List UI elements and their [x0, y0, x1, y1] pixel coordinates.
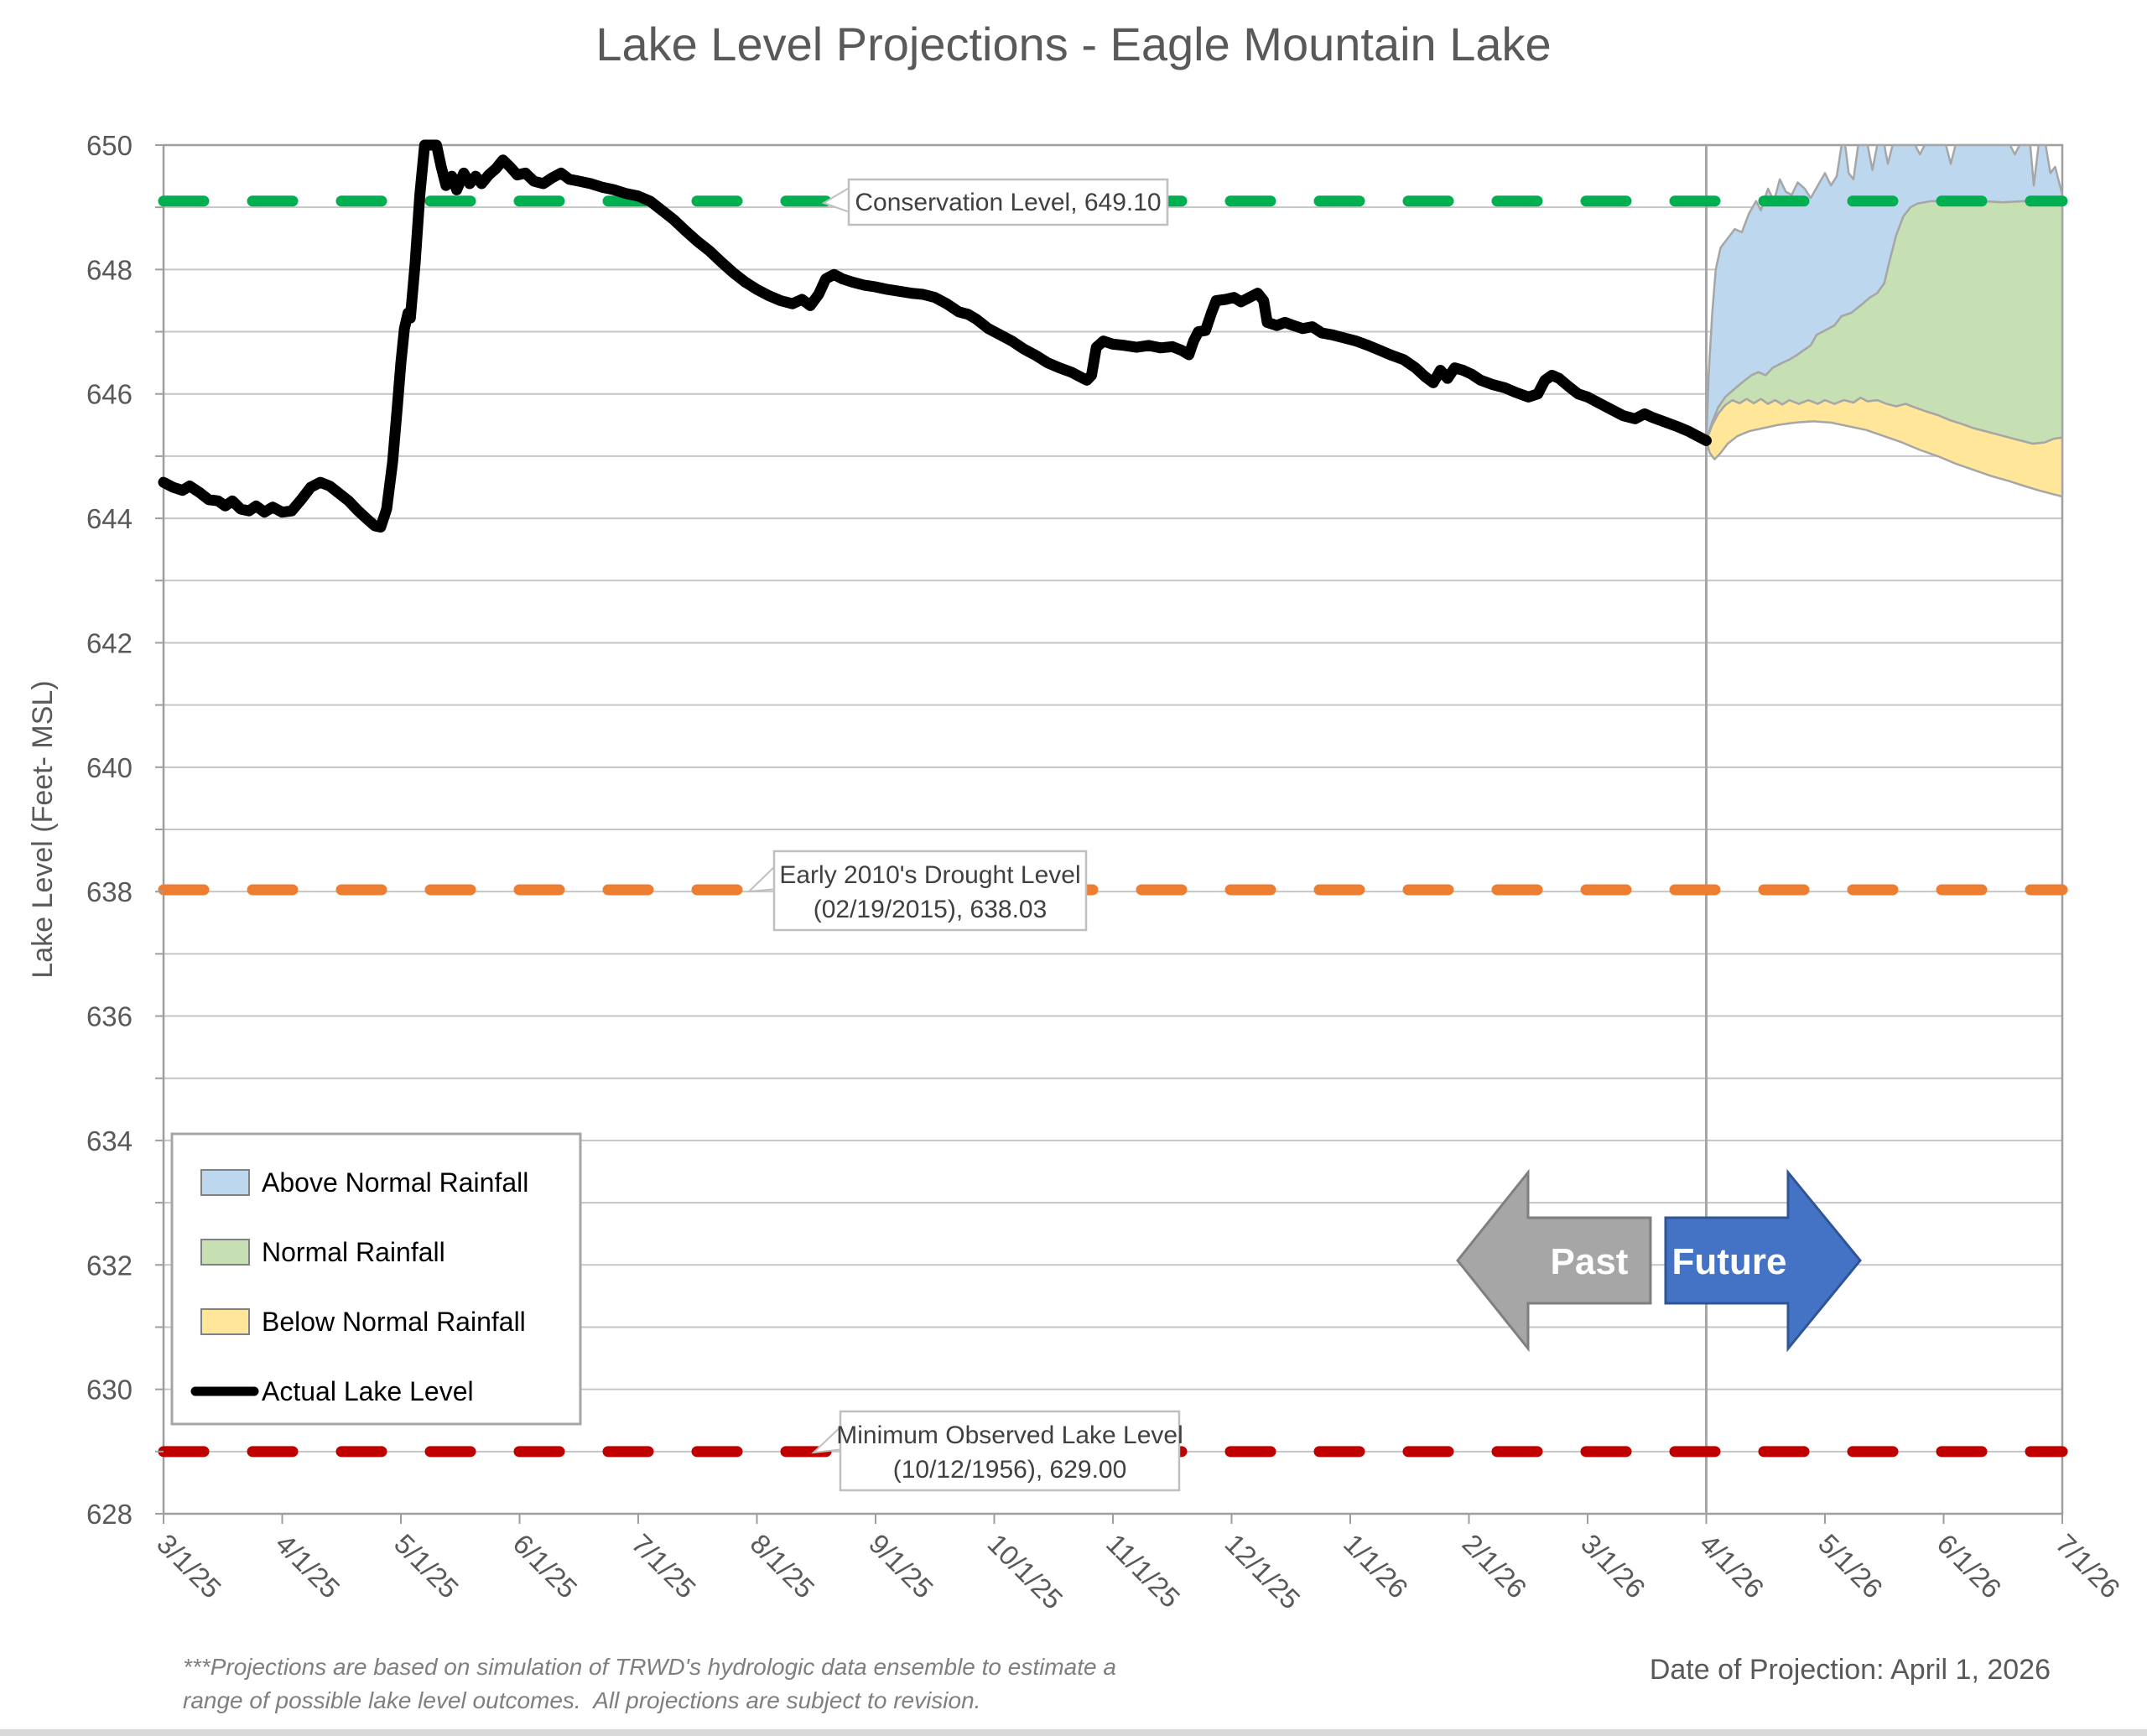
- legend-item-actual-level: Actual Lake Level: [190, 1376, 474, 1406]
- legend-label: Below Normal Rainfall: [262, 1307, 526, 1337]
- legend-item-above-normal: Above Normal Rainfall: [200, 1167, 528, 1198]
- future-arrow-shape: [1664, 1168, 1862, 1353]
- y-axis-label: 632: [86, 1250, 133, 1281]
- drought-level-label-line2: (02/19/2015), 638.03: [814, 896, 1048, 923]
- x-axis-label: 12/1/25: [1219, 1528, 1307, 1615]
- y-axis-label: 630: [86, 1375, 133, 1406]
- past-arrow: Past: [1456, 1168, 1652, 1353]
- normal-swatch: [200, 1239, 250, 1266]
- below-normal-swatch: [200, 1308, 250, 1335]
- x-axis-label: 6/1/25: [507, 1528, 584, 1604]
- x-axis-label: 6/1/26: [1931, 1528, 2008, 1604]
- drought-level-label-line1: Early 2010's Drought Level: [779, 861, 1080, 889]
- future-arrow: Future: [1664, 1168, 1862, 1353]
- past-arrow-label: Past: [1551, 1241, 1629, 1282]
- minimum-observed-callout: Minimum Observed Lake Level (10/12/1956)…: [811, 1410, 1183, 1492]
- actual-lake-level-path: [158, 139, 1712, 533]
- y-axis-label: 648: [86, 254, 133, 285]
- y-axis-label: 634: [86, 1125, 133, 1156]
- callout-box: [772, 850, 1088, 932]
- x-axis-label: 4/1/26: [1694, 1528, 1770, 1604]
- footnote-line1: ***Projections are based on simulation o…: [183, 1654, 1116, 1680]
- chart-title: Lake Level Projections - Eagle Mountain …: [595, 18, 1551, 70]
- legend: Above Normal Rainfall Normal Rainfall Be…: [170, 1132, 582, 1426]
- y-axis-label: 636: [86, 1001, 133, 1032]
- y-axis-title: Lake Level (Feet- MSL): [27, 680, 59, 978]
- footnote-line2: range of possible lake level outcomes. A…: [183, 1687, 980, 1713]
- conservation-level-callout: Conservation Level, 649.10: [821, 178, 1169, 226]
- y-axis-label: 650: [86, 130, 133, 161]
- y-axis-label: 628: [86, 1499, 133, 1530]
- x-axis-label: 4/1/25: [270, 1528, 346, 1604]
- legend-label: Normal Rainfall: [262, 1237, 445, 1267]
- callout-box: [839, 1410, 1181, 1492]
- y-axis-label: 642: [86, 627, 133, 658]
- x-axis-label: 8/1/25: [745, 1528, 821, 1604]
- minimum-observed-label-line1: Minimum Observed Lake Level: [836, 1422, 1183, 1449]
- future-arrow-label: Future: [1672, 1241, 1787, 1282]
- projection-bands: [1705, 143, 2064, 498]
- x-axis-label: 3/1/26: [1575, 1528, 1651, 1604]
- x-axis-label: 5/1/25: [388, 1528, 465, 1604]
- x-axis-label: 1/1/26: [1338, 1528, 1414, 1604]
- x-axis-label: 2/1/26: [1457, 1528, 1533, 1604]
- minimum-observed-label-line2: (10/12/1956), 629.00: [893, 1456, 1127, 1484]
- window-bottom-edge: [0, 1729, 2147, 1736]
- legend-label: Above Normal Rainfall: [262, 1167, 528, 1198]
- x-axis-label: 3/1/25: [151, 1528, 227, 1604]
- y-axis-label: 644: [86, 503, 133, 534]
- x-axis-label: 5/1/26: [1812, 1528, 1889, 1604]
- x-axis-label: 10/1/25: [982, 1528, 1069, 1615]
- x-axis-label: 11/1/25: [1100, 1528, 1186, 1614]
- callout-box: [847, 178, 1169, 226]
- y-axis-label: 640: [86, 752, 133, 783]
- legend-item-normal: Normal Rainfall: [200, 1237, 445, 1267]
- x-axis-label: 9/1/25: [863, 1528, 939, 1604]
- drought-level-callout: Early 2010's Drought Level (02/19/2015),…: [746, 850, 1088, 932]
- legend-label: Actual Lake Level: [262, 1376, 474, 1406]
- past-arrow-shape: [1456, 1168, 1652, 1353]
- actual-lake-level-line: [158, 139, 1712, 533]
- projection-date-label: Date of Projection: April 1, 2026: [1650, 1654, 2051, 1686]
- below-normal-band: [1705, 396, 2064, 498]
- y-axis-label: 638: [86, 876, 133, 907]
- x-axis-label: 7/1/26: [2050, 1528, 2126, 1604]
- x-axis-label: 7/1/25: [626, 1528, 702, 1604]
- y-axis-label: 646: [86, 379, 133, 410]
- legend-item-below-normal: Below Normal Rainfall: [200, 1307, 526, 1337]
- above-normal-swatch: [200, 1169, 250, 1196]
- conservation-level-label: Conservation Level, 649.10: [855, 189, 1161, 216]
